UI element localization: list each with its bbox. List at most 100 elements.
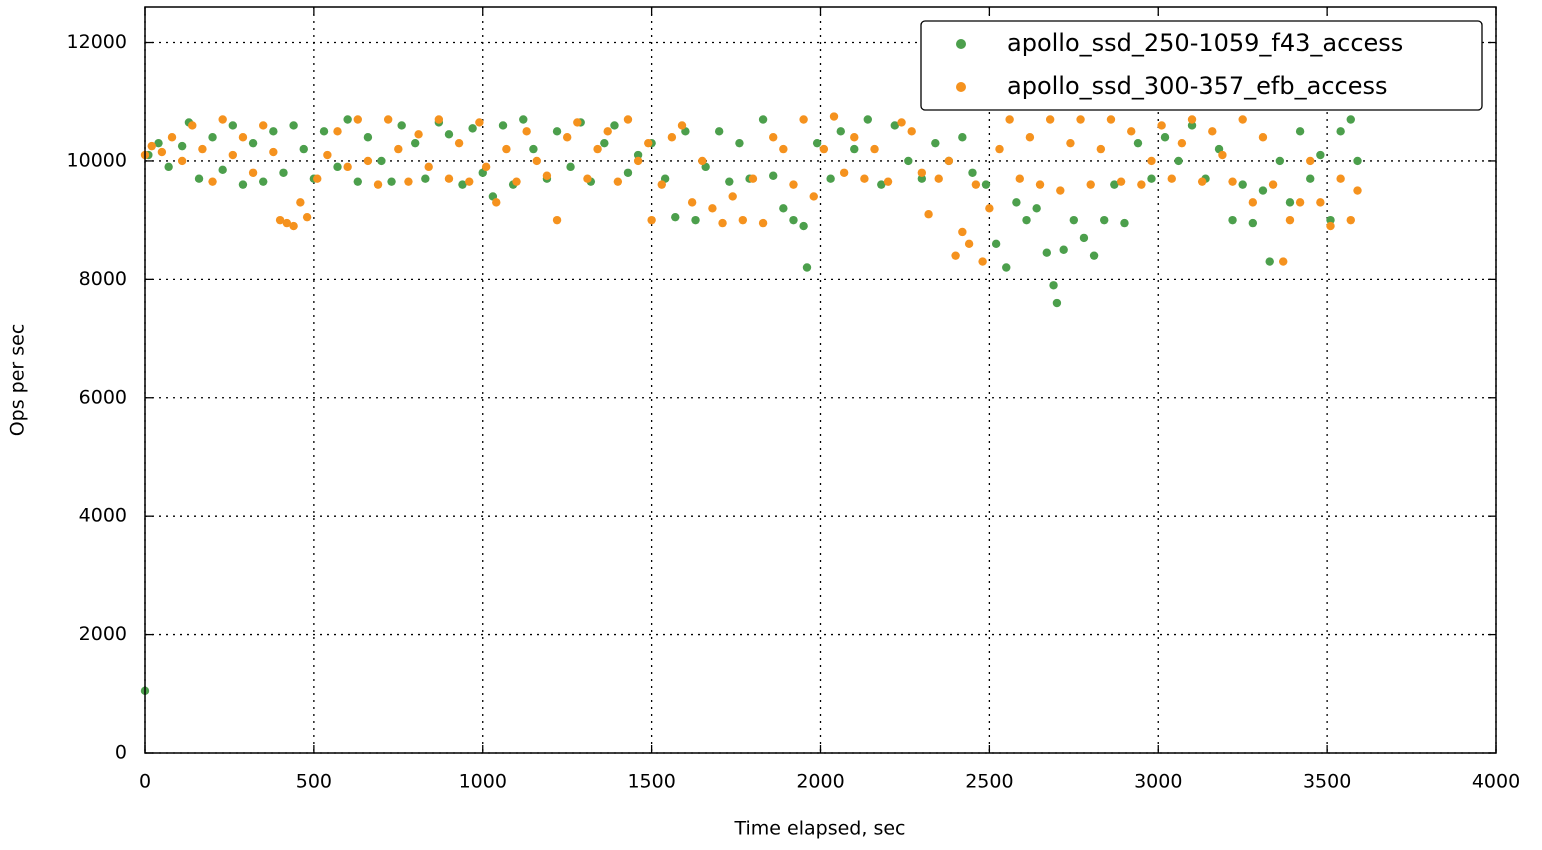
point: [394, 144, 403, 154]
point: [319, 127, 329, 136]
point: [890, 121, 900, 130]
legend-label: apollo_ssd_250-1059_f43_access: [1007, 29, 1403, 57]
point: [519, 115, 528, 124]
point: [809, 192, 818, 201]
point: [708, 204, 717, 213]
point: [758, 218, 768, 228]
point: [498, 121, 508, 130]
point: [363, 156, 373, 166]
point: [1035, 180, 1045, 189]
point: [1012, 198, 1021, 207]
point: [877, 180, 886, 189]
point: [269, 147, 278, 157]
point: [863, 115, 872, 124]
point: [1265, 257, 1274, 266]
point: [1353, 156, 1362, 166]
point: [566, 162, 575, 172]
point: [302, 212, 312, 222]
point: [603, 127, 612, 136]
point: [907, 127, 916, 136]
point: [522, 127, 531, 136]
point: [343, 115, 352, 124]
point: [434, 115, 444, 124]
point: [512, 177, 521, 186]
y-tick-label: 8000: [79, 268, 127, 290]
point: [1089, 251, 1099, 260]
point: [1127, 127, 1136, 136]
legend: apollo_ssd_250-1059_f43_access apollo_ssd…: [920, 20, 1483, 111]
point: [411, 138, 420, 148]
point: [269, 127, 278, 136]
point: [481, 162, 491, 172]
point: [414, 130, 423, 139]
plot-frame: [144, 6, 1497, 754]
point: [353, 115, 362, 124]
point: [377, 156, 386, 166]
point: [971, 180, 981, 189]
point: [1147, 156, 1156, 166]
point: [1295, 127, 1305, 136]
x-tick-label: 500: [296, 771, 332, 793]
point: [1197, 177, 1207, 186]
point: [917, 168, 927, 177]
x-tick-label: 1500: [627, 771, 675, 793]
point: [735, 138, 744, 148]
point: [633, 150, 643, 160]
point: [218, 115, 227, 124]
point: [1002, 263, 1011, 272]
point: [1258, 186, 1268, 195]
point: [1285, 215, 1295, 225]
point: [299, 144, 308, 154]
point: [1167, 174, 1176, 183]
y-tick-label: 6000: [79, 386, 127, 408]
point: [691, 215, 700, 225]
x-tick-label: 2000: [796, 771, 844, 793]
point: [738, 215, 748, 225]
point: [275, 215, 285, 225]
point: [1022, 215, 1031, 225]
point: [1353, 186, 1362, 195]
point: [944, 156, 954, 166]
point: [1279, 257, 1288, 266]
point: [698, 156, 707, 166]
point: [583, 174, 592, 183]
point: [238, 133, 248, 142]
point: [1187, 121, 1197, 130]
point: [1228, 215, 1237, 225]
point: [198, 144, 207, 154]
y-axis-label: Ops per sec: [7, 324, 29, 437]
point: [667, 133, 677, 142]
x-tick-label: 4000: [1472, 771, 1520, 793]
point: [363, 133, 373, 142]
point: [958, 227, 967, 237]
point: [157, 147, 167, 157]
point: [1069, 215, 1079, 225]
point: [313, 174, 322, 183]
point: [769, 133, 778, 142]
point: [1285, 198, 1295, 207]
point: [475, 118, 484, 127]
point: [147, 141, 156, 151]
point: [282, 218, 292, 228]
point: [917, 174, 927, 183]
point: [1005, 115, 1014, 124]
point: [279, 168, 288, 177]
point: [802, 263, 812, 272]
point: [167, 133, 177, 142]
point: [623, 115, 633, 124]
point: [1086, 180, 1095, 189]
point: [671, 212, 680, 222]
point: [465, 177, 474, 186]
point: [799, 221, 808, 231]
point: [1042, 248, 1051, 257]
point: [1238, 115, 1247, 124]
point: [951, 251, 960, 260]
point: [1306, 156, 1315, 166]
x-tick-label: 1000: [459, 771, 507, 793]
legend-label: apollo_ssd_300-357_efb_access: [1007, 72, 1387, 100]
point: [238, 180, 248, 189]
point: [826, 174, 835, 183]
point: [458, 180, 467, 189]
point: [1120, 218, 1129, 228]
